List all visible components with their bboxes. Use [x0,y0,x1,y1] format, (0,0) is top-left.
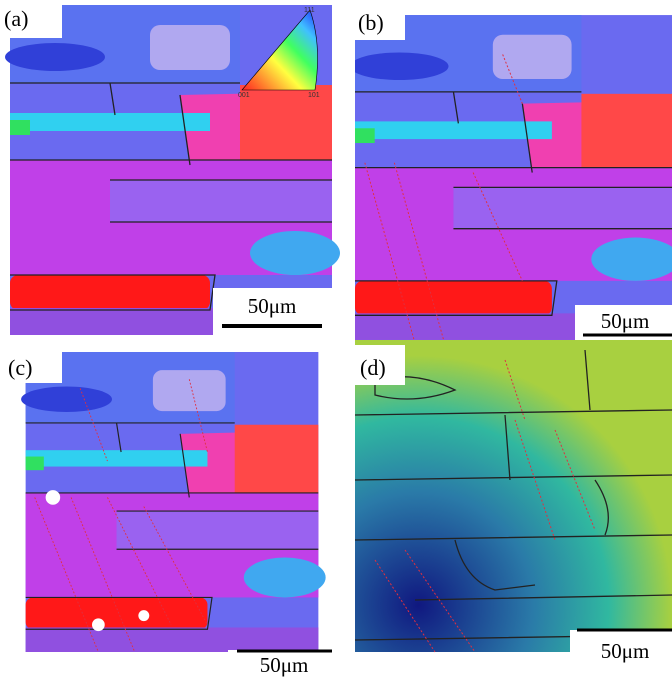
key-label: 111 [304,7,315,14]
key-label: 001 [238,92,250,99]
panel-label: (b) [358,10,384,35]
key-label: 101 [308,92,320,99]
scale-bar-label: 50μm [601,639,650,663]
figure: 111 001 101 50μm (a) 50μm (b) 50μm (c) [0,0,672,679]
scale-bar-label: 50μm [601,309,650,333]
scale-bar-label: 50μm [248,294,297,318]
panel-a: 111 001 101 50μm [5,5,340,335]
scale-bar-label: 50μm [260,653,309,677]
panel-d: 50μm [355,340,672,665]
panel-label: (a) [4,6,28,31]
panel-b: 50μm [350,15,672,340]
panel-label: (d) [360,355,386,380]
panel-c: 50μm [21,352,332,679]
panel-label: (c) [8,355,32,380]
